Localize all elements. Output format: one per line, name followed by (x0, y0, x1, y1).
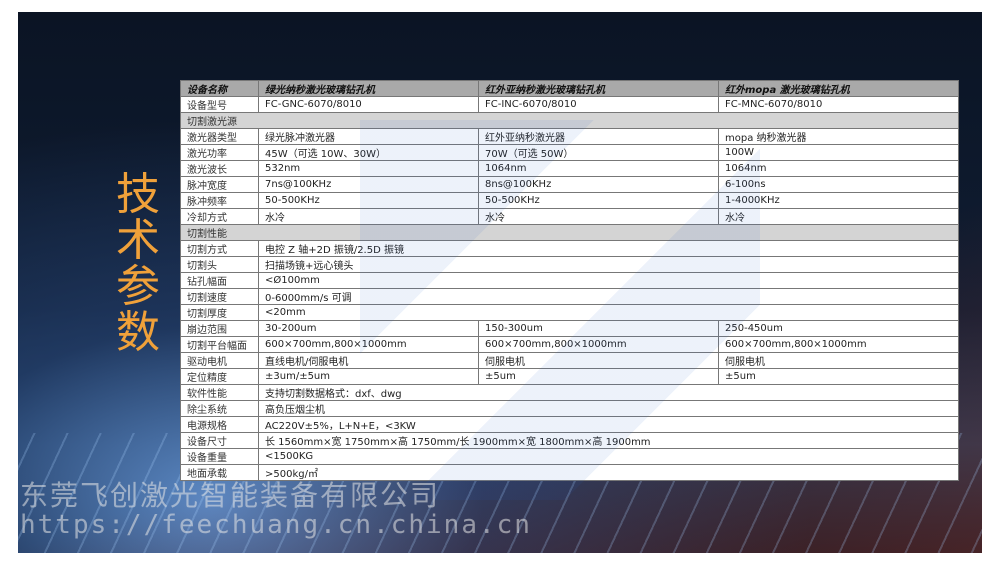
row-label: 切割性能 (180, 224, 959, 241)
header-cell: 设备名称 (180, 80, 259, 97)
table-header: 设备名称 绿光纳秒激光玻璃钻孔机 红外亚纳秒激光玻璃钻孔机 红外mopa 激光玻璃钻孔… (180, 80, 959, 97)
row-label: 电源规格 (180, 416, 259, 433)
url-watermark: https://feechuang.cn.china.cn (20, 510, 532, 540)
title-char: 术 (116, 215, 160, 266)
row-label: 激光功率 (180, 144, 259, 161)
row-label: 除尘系统 (180, 400, 259, 417)
table-row: 激光波长 532nm 1064nm 1064nm (180, 160, 959, 177)
table-row: 脉冲频率 50-500KHz 50-500KHz 1-4000KHz (180, 192, 959, 209)
row-label: 切割速度 (180, 288, 259, 305)
table-row: 电源规格 AC220V±5%，L+N+E，<3KW (180, 416, 959, 433)
table-row: 冷却方式 水冷 水冷 水冷 (180, 208, 959, 225)
section-row: 切割性能 (180, 224, 959, 241)
table-row: 激光器类型 绿光脉冲激光器 红外亚纳秒激光器 mopa 纳秒激光器 (180, 128, 959, 145)
logo-watermark (360, 120, 760, 500)
row-label: 切割方式 (180, 240, 259, 257)
table-row: 钻孔幅面 <Ø100mm (180, 272, 959, 289)
table-row: 驱动电机 直线电机/伺服电机 伺服电机 伺服电机 (180, 352, 959, 369)
title-char: 技 (116, 169, 160, 220)
cell-value: FC-INC-6070/8010 (478, 96, 719, 113)
cell-value: FC-GNC-6070/8010 (258, 96, 479, 113)
table-row: 地面承载 >500kg/㎡ (180, 464, 959, 481)
company-watermark: 东莞飞创激光智能装备有限公司 (20, 479, 441, 512)
row-label: 切割厚度 (180, 304, 259, 321)
cell-value: FC-MNC-6070/8010 (718, 96, 959, 113)
header-cell: 红外mopa 激光玻璃钻孔机 (718, 80, 959, 97)
row-label: 切割头 (180, 256, 259, 273)
table-row: 崩边范围 30-200um 150-300um 250-450um (180, 320, 959, 337)
table-row: 除尘系统 高负压烟尘机 (180, 400, 959, 417)
side-title: 技 术 参 数 (110, 172, 166, 356)
row-label: 切割平台幅面 (180, 336, 259, 353)
cell-value: >500kg/㎡ (258, 464, 959, 481)
row-label: 设备尺寸 (180, 432, 259, 449)
spec-table: 设备名称 绿光纳秒激光玻璃钻孔机 红外亚纳秒激光玻璃钻孔机 红外mopa 激光玻璃钻孔… (180, 80, 959, 481)
title-char: 参 (116, 261, 160, 312)
table-row: 设备型号 FC-GNC-6070/8010 FC-INC-6070/8010 FC-M… (180, 96, 959, 113)
row-label: 脉冲宽度 (180, 176, 259, 193)
row-label: 激光器类型 (180, 128, 259, 145)
row-label: 激光波长 (180, 160, 259, 177)
row-label: 驱动电机 (180, 352, 259, 369)
header-cell: 绿光纳秒激光玻璃钻孔机 (258, 80, 479, 97)
row-label: 设备型号 (180, 96, 259, 113)
title-char: 数 (116, 307, 160, 358)
row-label: 冷却方式 (180, 208, 259, 225)
row-label: 崩边范围 (180, 320, 259, 337)
row-label: 定位精度 (180, 368, 259, 385)
row-label: 脉冲频率 (180, 192, 259, 209)
header-cell: 红外亚纳秒激光玻璃钻孔机 (478, 80, 719, 97)
row-label: 钻孔幅面 (180, 272, 259, 289)
row-label: 软件性能 (180, 384, 259, 401)
row-label: 设备重量 (180, 448, 259, 465)
row-label: 地面承载 (180, 464, 259, 481)
